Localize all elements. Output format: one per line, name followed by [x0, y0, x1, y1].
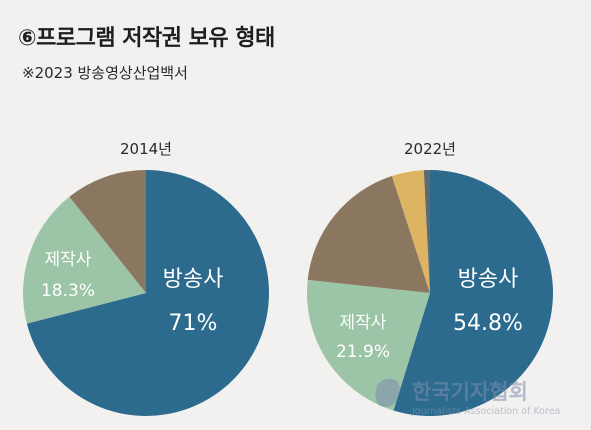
pie-title-2022: 2022년 [404, 140, 456, 158]
pie-1-slice-3 [391, 170, 430, 293]
pie-0-slice-1-value-label: 18.3% [41, 281, 95, 301]
watermark: 한국기자협회 Journalists Association of Korea [375, 378, 560, 417]
pie-labels: 방송사 71% 제작사 18.3% 방송사 54.8% 제작사 21.9% [41, 250, 523, 362]
chart-title: ⑥프로그램 저작권 보유 형태 [18, 26, 275, 51]
pie-0-slice-2 [69, 170, 146, 293]
pie-0-slice-1 [23, 196, 146, 324]
pie-0-slice-0 [26, 170, 270, 416]
pie-0-slice-0-name-label: 방송사 [163, 267, 224, 292]
pie-1-slice-0 [393, 170, 554, 416]
pie-chart-2014 [23, 170, 270, 416]
pie-1-slice-0-value-label: 54.8% [453, 311, 523, 336]
pie-0-slice-0-value-label: 71% [169, 311, 218, 336]
watermark-emblem-icon [375, 378, 400, 407]
pie-chart-2022 [306, 170, 554, 416]
pie-1-slice-0-name-label: 방송사 [458, 267, 519, 292]
pie-title-2014: 2014년 [120, 140, 172, 158]
pie-1-slice-1-name-label: 제작사 [340, 313, 387, 333]
watermark-main-text: 한국기자협회 [412, 380, 528, 404]
pie-1-slice-4 [423, 170, 430, 293]
pie-0-slice-1-name-label: 제작사 [45, 250, 92, 270]
watermark-sub-text: Journalists Association of Korea [411, 406, 560, 417]
pie-1-slice-2 [307, 176, 430, 293]
pie-1-slice-1-value-label: 21.9% [336, 342, 390, 362]
chart-source: ※2023 방송영상산업백서 [22, 64, 188, 82]
pie-1-slice-1 [306, 279, 430, 411]
